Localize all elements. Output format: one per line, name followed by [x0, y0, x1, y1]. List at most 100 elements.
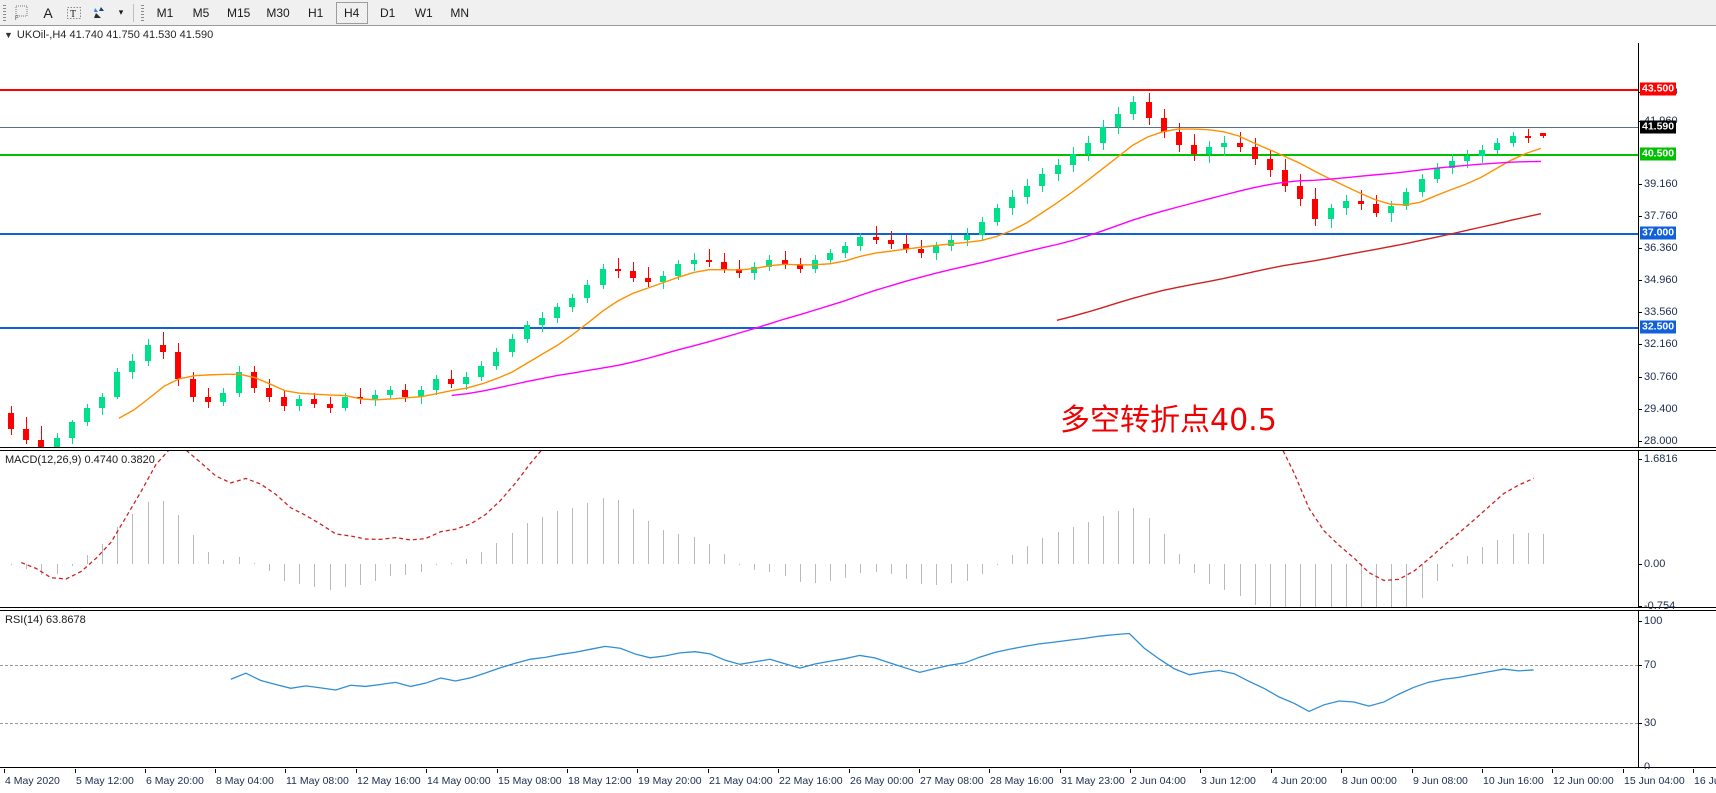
macd-histogram-bar — [1512, 534, 1514, 564]
time-axis-tick: 6 May 20:00 — [146, 775, 204, 787]
price-axis[interactable]: 43.56041.96039.16037.76036.36034.96033.5… — [1638, 43, 1716, 511]
candle-body — [523, 325, 530, 339]
rsi-overlay — [230, 632, 1534, 713]
candle-body — [1145, 102, 1152, 119]
candlestick — [1100, 43, 1106, 447]
price-axis-tick: 33.560 — [1639, 306, 1678, 318]
timeframe-m5[interactable]: M5 — [185, 2, 217, 24]
candlestick — [1251, 43, 1258, 447]
time-axis[interactable]: 4 May 2020 5 May 12:00 6 May 20:00 8 May 04… — [0, 769, 1716, 793]
candlestick — [326, 43, 333, 447]
chart-menu-caret-icon[interactable]: ▼ — [4, 29, 13, 40]
candle-body — [1297, 185, 1304, 200]
toolbar-grip[interactable] — [2, 2, 6, 23]
candle-body — [629, 271, 636, 278]
candlestick — [463, 43, 469, 447]
price-axis-tick: 37.760 — [1639, 210, 1678, 222]
macd-histogram-bar — [572, 507, 574, 564]
toolbar-dropdown-arrow-icon[interactable]: ▾ — [114, 2, 128, 24]
crosshair-tool-icon[interactable]: F — [10, 2, 34, 24]
candlestick — [387, 43, 394, 447]
macd-histogram-bar — [71, 564, 73, 566]
candlestick — [1160, 43, 1167, 447]
macd-histogram-bar — [102, 543, 103, 564]
price-axis-tick: 32.160 — [1639, 338, 1678, 350]
candlestick — [205, 43, 212, 447]
text-tool-icon[interactable]: A — [36, 2, 60, 24]
candlestick — [1024, 43, 1031, 447]
candle-wick — [1360, 190, 1362, 211]
macd-histogram-bar — [1360, 564, 1362, 607]
candlestick — [948, 43, 955, 447]
macd-histogram-bar — [56, 564, 58, 575]
candle-body — [159, 345, 166, 353]
macd-histogram-bar — [1178, 553, 1180, 564]
macd-histogram-bar — [405, 564, 407, 576]
text-label-glyph: T — [67, 6, 81, 20]
candle-body — [463, 376, 469, 384]
candle-body — [902, 244, 909, 249]
candle-body — [1418, 178, 1425, 193]
crosshair-glyph: F — [15, 5, 27, 20]
timeframe-m30-label: M30 — [266, 5, 290, 20]
macd-histogram-bar — [905, 564, 907, 579]
macd-histogram-bar — [1163, 534, 1165, 564]
timeframe-h1[interactable]: H1 — [300, 2, 332, 24]
macd-histogram-bar — [784, 564, 786, 577]
price-axis-flag: 32.500 — [1640, 320, 1677, 334]
candlestick — [872, 43, 879, 447]
candlestick — [1539, 43, 1546, 447]
time-axis-tick: 19 May 20:00 — [638, 775, 702, 787]
macd-histogram-bar — [1376, 564, 1377, 607]
timeframe-mn[interactable]: MN — [444, 2, 476, 24]
time-axis-separator — [1130, 769, 1131, 773]
timeframe-m30[interactable]: M30 — [260, 2, 295, 24]
candlestick — [599, 43, 606, 447]
rsi-axis-tick: 0 — [1639, 761, 1650, 773]
candlestick — [1009, 43, 1015, 447]
candle-body — [144, 345, 151, 362]
macd-histogram-bar — [238, 557, 240, 564]
candlestick — [523, 43, 530, 447]
candlestick — [402, 43, 409, 447]
text-label-tool-icon[interactable]: T — [62, 2, 86, 24]
candle-body — [660, 275, 667, 283]
timeframe-grip[interactable] — [140, 2, 144, 23]
candlestick — [1084, 43, 1091, 447]
candle-body — [341, 397, 348, 409]
macd-histogram-bar — [617, 500, 619, 564]
candle-body — [645, 277, 651, 283]
objects-tool-icon[interactable] — [88, 2, 112, 24]
macd-histogram-bar — [375, 564, 376, 581]
macd-plot-area[interactable] — [0, 451, 1638, 607]
macd-histogram-bar — [981, 564, 983, 574]
macd-histogram-bar — [1467, 556, 1468, 564]
candlestick — [1145, 43, 1152, 447]
candlestick — [53, 43, 60, 447]
time-axis-separator — [497, 769, 498, 773]
candle-body — [235, 372, 242, 393]
macd-histogram-bar — [860, 564, 862, 574]
macd-histogram-bar — [693, 537, 695, 564]
timeframe-m1[interactable]: M1 — [149, 2, 181, 24]
candlestick — [857, 43, 864, 447]
candle-body — [1251, 147, 1258, 159]
price-plot-area[interactable] — [0, 43, 1638, 447]
candlestick — [705, 43, 712, 447]
timeframe-m15[interactable]: M15 — [221, 2, 256, 24]
candlestick — [1115, 43, 1122, 447]
candle-body — [1539, 132, 1546, 137]
price-level-41-590 — [0, 127, 1638, 128]
macd-histogram-bar — [86, 554, 88, 564]
rsi-guide-70 — [0, 664, 1638, 666]
macd-histogram-bar — [147, 502, 149, 564]
time-axis-separator — [356, 769, 357, 773]
macd-histogram-bar — [814, 564, 816, 583]
time-axis-tick: 8 Jun 00:00 — [1342, 775, 1397, 787]
macd-histogram-bar — [875, 564, 877, 572]
timeframe-h4[interactable]: H4 — [335, 1, 368, 24]
timeframe-d1[interactable]: D1 — [372, 2, 404, 24]
candle-body — [1448, 160, 1455, 168]
rsi-plot-area[interactable] — [0, 611, 1638, 767]
timeframe-w1[interactable]: W1 — [408, 2, 440, 24]
